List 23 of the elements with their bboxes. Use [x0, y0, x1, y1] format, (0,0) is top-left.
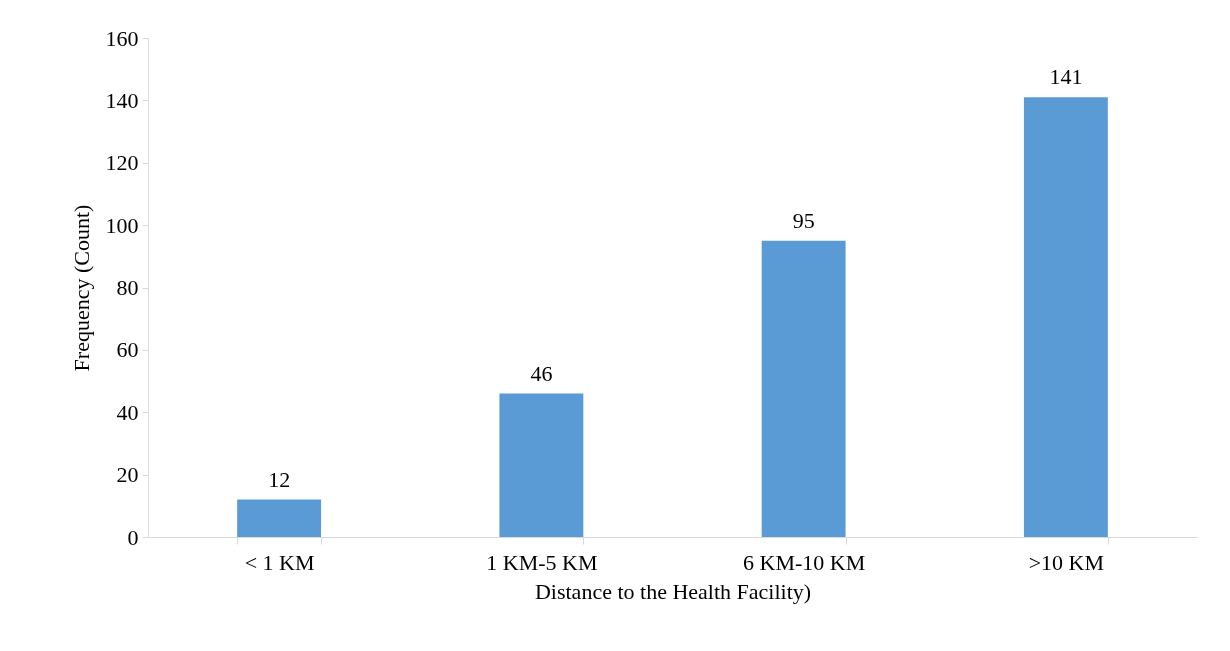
x-tick-label: < 1 KM: [244, 549, 315, 575]
x-tick-label: >10 KM: [1028, 549, 1105, 575]
y-tick-label: 140: [105, 87, 139, 113]
bar: [499, 393, 584, 537]
bar: [1023, 97, 1108, 537]
y-tick-label: 40: [116, 399, 139, 425]
data-label: 46: [530, 360, 553, 386]
data-label: 12: [268, 466, 291, 492]
data-label: 141: [1049, 64, 1083, 90]
x-tick-label: 1 KM-5 KM: [486, 549, 598, 575]
x-tick-label: 6 KM-10 KM: [743, 549, 866, 575]
y-tick-label: 0: [127, 524, 139, 550]
y-tick-label: 60: [116, 337, 139, 363]
y-tick-label: 80: [116, 275, 139, 300]
y-axis-title: Frequency (Count): [68, 204, 94, 372]
y-tick-label: 20: [116, 462, 139, 488]
y-tick-label: 100: [105, 212, 139, 238]
data-label: 95: [792, 207, 815, 233]
y-tick-label: 160: [105, 25, 139, 51]
bar: [761, 240, 846, 537]
bar: [237, 499, 322, 537]
y-tick-label: 120: [105, 150, 139, 176]
x-axis-title: Distance to the Health Facility): [534, 578, 812, 604]
